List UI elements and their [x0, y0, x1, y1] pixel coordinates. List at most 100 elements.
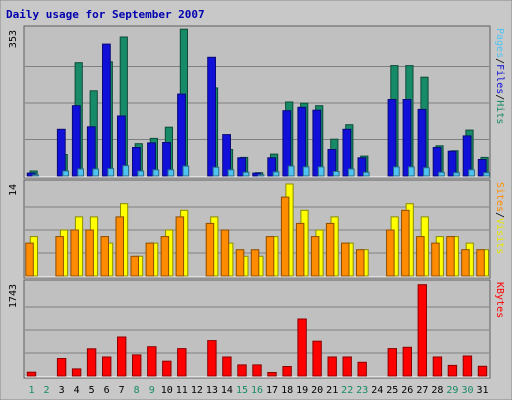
x-tick-label-26: 26: [401, 385, 413, 396]
bar-pages-day-26: [408, 166, 415, 177]
x-tick-label-5: 5: [89, 385, 95, 396]
bar-pages-day-9: [152, 169, 160, 177]
bar-files-day-7: [117, 115, 126, 177]
bar-files-day-17: [267, 157, 277, 177]
bar-kbytes-day-27: [417, 284, 428, 377]
x-tick-label-30: 30: [461, 385, 473, 396]
legend-top: Pages/Files/Hits: [494, 28, 505, 124]
bar-sites-day-9: [145, 242, 155, 277]
series-kbytes: [26, 284, 488, 377]
bar-files-day-25: [387, 99, 397, 177]
x-tick-label-28: 28: [431, 385, 443, 396]
bar-files-day-23: [357, 157, 367, 177]
bar-pages-day-1: [32, 174, 39, 177]
bar-pages-day-20: [317, 166, 325, 177]
bar-sites-day-20: [310, 236, 320, 277]
panel-frame: [23, 279, 491, 379]
x-tick-label-11: 11: [176, 385, 188, 396]
bar-kbytes-day-30: [462, 355, 473, 377]
bar-kbytes-day-22: [342, 356, 352, 377]
bar-kbytes-day-23: [357, 361, 367, 377]
legend-entry: /: [494, 94, 505, 100]
bar-sites-day-3: [55, 236, 64, 277]
bar-files-day-22: [342, 128, 352, 177]
bar-sites-day-23: [356, 249, 365, 277]
bar-sites-day-17: [265, 236, 275, 277]
bar-sites-day-25: [386, 229, 395, 277]
bar-pages-day-30: [468, 169, 475, 177]
x-tick-label-7: 7: [119, 385, 125, 396]
x-tick-label-8: 8: [134, 385, 140, 396]
bar-pages-day-3: [62, 170, 69, 177]
bar-kbytes-day-6: [102, 356, 112, 377]
bar-kbytes-day-17: [267, 372, 277, 377]
bar-files-day-4: [71, 105, 81, 177]
bar-sites-day-6: [100, 236, 109, 277]
bar-sites-day-21: [325, 222, 335, 277]
x-tick-label-16: 16: [251, 385, 263, 396]
x-tick-label-10: 10: [161, 385, 173, 396]
panel-top: 353 Pages/Files/Hits: [8, 25, 505, 179]
bar-files-day-31: [477, 159, 487, 177]
bar-kbytes-day-26: [402, 346, 413, 377]
x-tick-label-18: 18: [281, 385, 293, 396]
bar-kbytes-day-28: [432, 356, 443, 377]
bar-kbytes-day-1: [26, 371, 37, 377]
x-tick-label-14: 14: [221, 385, 233, 396]
bar-pages-day-8: [137, 170, 145, 177]
bar-sites-day-14: [220, 229, 230, 277]
x-tick-label-24: 24: [371, 385, 383, 396]
bar-pages-day-11: [182, 165, 190, 177]
bar-kbytes-day-8: [132, 354, 142, 377]
x-tick-label-21: 21: [326, 385, 338, 396]
x-tick-label-9: 9: [149, 385, 155, 396]
x-tick-label-29: 29: [446, 385, 458, 396]
bar-pages-day-19: [302, 166, 310, 177]
legend-bottom: KBytes: [494, 282, 505, 318]
x-tick-label-25: 25: [386, 385, 398, 396]
bar-kbytes-day-4: [71, 368, 82, 377]
x-tick-label-12: 12: [191, 385, 203, 396]
x-tick-label-23: 23: [356, 385, 368, 396]
y-axis-max-label: 14: [8, 184, 19, 196]
bar-kbytes-day-20: [312, 340, 322, 377]
bar-files-day-19: [297, 106, 307, 177]
x-tick-label-19: 19: [296, 385, 308, 396]
x-tick-label-27: 27: [416, 385, 428, 396]
series-sites: [25, 196, 485, 277]
bar-pages-day-14: [227, 169, 235, 177]
bar-sites-day-26: [401, 209, 410, 277]
bar-files-day-15: [237, 157, 247, 177]
bar-sites-day-15: [235, 249, 245, 277]
bar-sites-day-11: [175, 216, 185, 277]
bar-kbytes-day-3: [56, 358, 67, 377]
legend-entry: Pages: [494, 28, 505, 58]
bar-pages-day-21: [332, 171, 340, 177]
legend-entry: /: [494, 58, 505, 64]
bar-kbytes-day-29: [447, 364, 458, 377]
legend-entry: Files: [494, 64, 505, 94]
y-axis-max-label: 1743: [8, 284, 19, 308]
x-tick-label-4: 4: [74, 385, 80, 396]
bar-pages-day-13: [212, 166, 220, 177]
bar-files-day-8: [132, 147, 141, 177]
bar-kbytes-day-10: [162, 360, 172, 377]
bar-sites-day-16: [250, 249, 260, 277]
bar-kbytes-day-15: [237, 364, 247, 377]
bar-pages-day-18: [287, 165, 295, 177]
bar-sites-day-10: [160, 236, 170, 277]
legend-entry: Hits: [494, 100, 505, 124]
bar-sites-day-7: [115, 216, 124, 277]
bar-files-day-28: [432, 147, 442, 177]
bar-files-day-26: [402, 99, 412, 177]
bar-kbytes-day-18: [282, 366, 292, 377]
bar-pages-day-10: [167, 169, 175, 177]
bar-sites-day-8: [130, 255, 139, 277]
bar-sites-day-1: [25, 242, 34, 277]
bar-kbytes-day-11: [177, 348, 187, 377]
bar-files-day-5: [86, 126, 96, 177]
x-tick-label-22: 22: [341, 385, 353, 396]
y-axis-max-label: 353: [8, 30, 19, 48]
bar-pages-day-31: [483, 172, 490, 177]
